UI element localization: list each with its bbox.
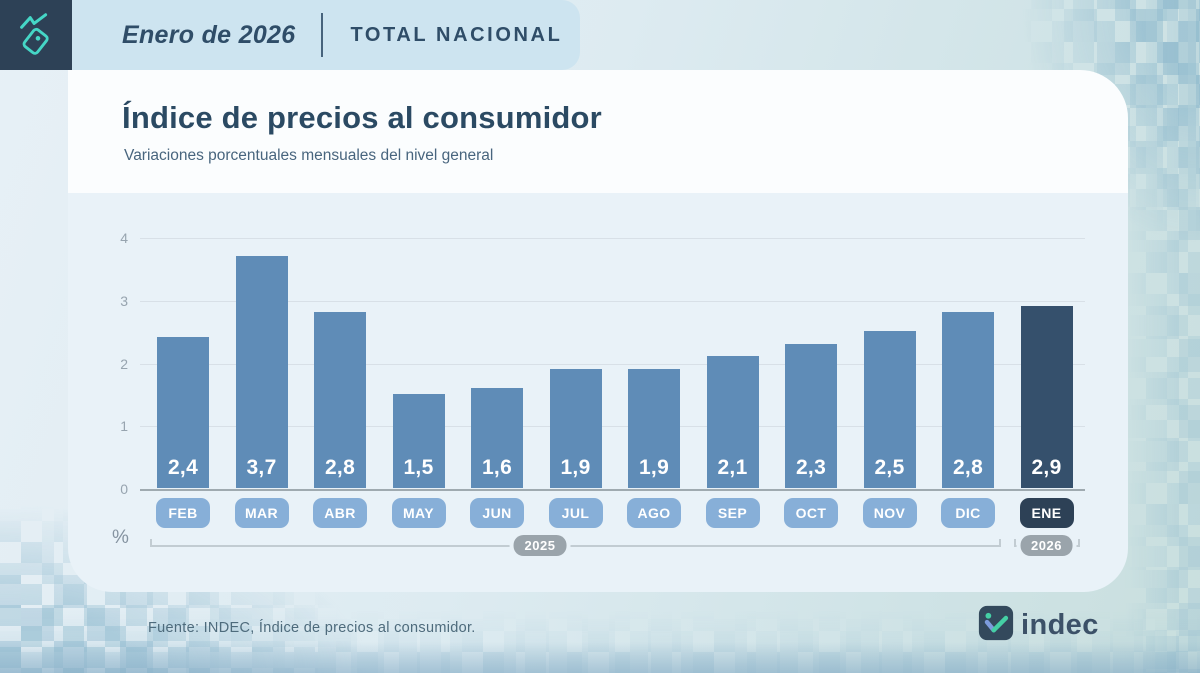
y-axis-unit-label: % [112,527,129,548]
month-label-mar: MAR [234,498,289,528]
header-divider [321,13,324,57]
bar-value-label: 1,9 [638,456,670,479]
indec-trend-check-icon [978,605,1014,646]
source-note: Fuente: INDEC, Índice de precios al cons… [148,620,476,636]
bar-value-label: 1,6 [481,456,513,479]
month-label-nov: NOV [862,498,917,528]
month-label-ene: ENE [1019,498,1074,528]
bar-value-label: 2,3 [795,456,827,479]
bar-value-label: 2,9 [1031,456,1062,479]
month-label-abr: ABR [313,498,367,528]
bar-value-label: 3,7 [246,456,277,479]
brand-square [0,0,72,70]
bar-value-label: 2,1 [717,456,748,479]
bar-ago: 1,9 [628,369,680,488]
y-tick-label: 2 [120,355,128,372]
bar-value-label: 2,8 [952,456,984,479]
month-label-jun: JUN [470,498,524,528]
bar-jun: 1,6 [471,388,523,488]
bar-chart-plot: 0 1 2 3 4 2,4 FEB 3,7 MAR 2,8 ABR 1,5 MAY 1,6 JUN 1,9 JU… [120,230,1085,556]
bar-feb: 2,4 [157,337,209,488]
report-scope: TOTAL NACIONAL [350,23,563,46]
y-tick-label: 3 [120,292,128,309]
indec-logo: indec [978,605,1099,646]
bar-jul: 1,9 [549,369,602,488]
bar-nov: 2,5 [863,331,916,488]
bar-value-label: 1,5 [403,456,434,479]
bar-value-label: 1,9 [560,456,591,479]
price-tag-trend-icon [13,9,59,62]
x-axis-baseline [140,489,1085,491]
report-period: Enero de 2026 [122,20,296,49]
month-label-may: MAY [391,498,446,528]
month-label-sep: SEP [705,498,760,528]
bar-ene: 2,9 [1020,306,1073,488]
year-bracket-2025 [150,539,1001,547]
mosaic-decoration-right [1125,0,1200,673]
month-label-feb: FEB [156,498,210,528]
page-subtitle: Variaciones porcentuales mensuales del n… [124,147,494,164]
bar-oct: 2,3 [785,344,837,488]
bar-mar: 3,7 [235,256,288,488]
bar-abr: 2,8 [314,312,366,488]
month-label-ago: AGO [627,498,681,528]
gridline-3 [140,300,1085,302]
month-label-jul: JUL [548,498,603,528]
y-tick-label: 4 [120,230,128,246]
month-label-dic: DIC [941,498,995,528]
bar-may: 1,5 [392,394,445,488]
bar-value-label: 2,5 [874,456,905,479]
header-bar: Enero de 2026 TOTAL NACIONAL [72,0,580,70]
logo-text: indec [1021,609,1099,641]
title-card: Índice de precios al consumidor Variacio… [68,70,1128,193]
page-title: Índice de precios al consumidor [122,100,602,135]
gridline-4 [140,238,1085,239]
y-tick-label: 0 [120,481,128,497]
y-tick-label: 1 [120,418,128,435]
month-label-oct: OCT [784,498,838,528]
chart-panel: 0 1 2 3 4 2,4 FEB 3,7 MAR 2,8 ABR 1,5 MAY 1,6 JUN 1,9 JU… [68,193,1128,592]
year-label-2026: 2026 [1020,535,1073,556]
bar-value-label: 2,4 [167,456,199,479]
bar-value-label: 2,8 [324,456,356,479]
bar-sep: 2,1 [706,356,759,488]
bar-dic: 2,8 [942,312,994,488]
gridline-1 [140,426,1085,428]
bottom-gradient-strip [0,642,1200,673]
gridline-2 [140,363,1085,365]
year-label-2025: 2025 [513,535,567,556]
